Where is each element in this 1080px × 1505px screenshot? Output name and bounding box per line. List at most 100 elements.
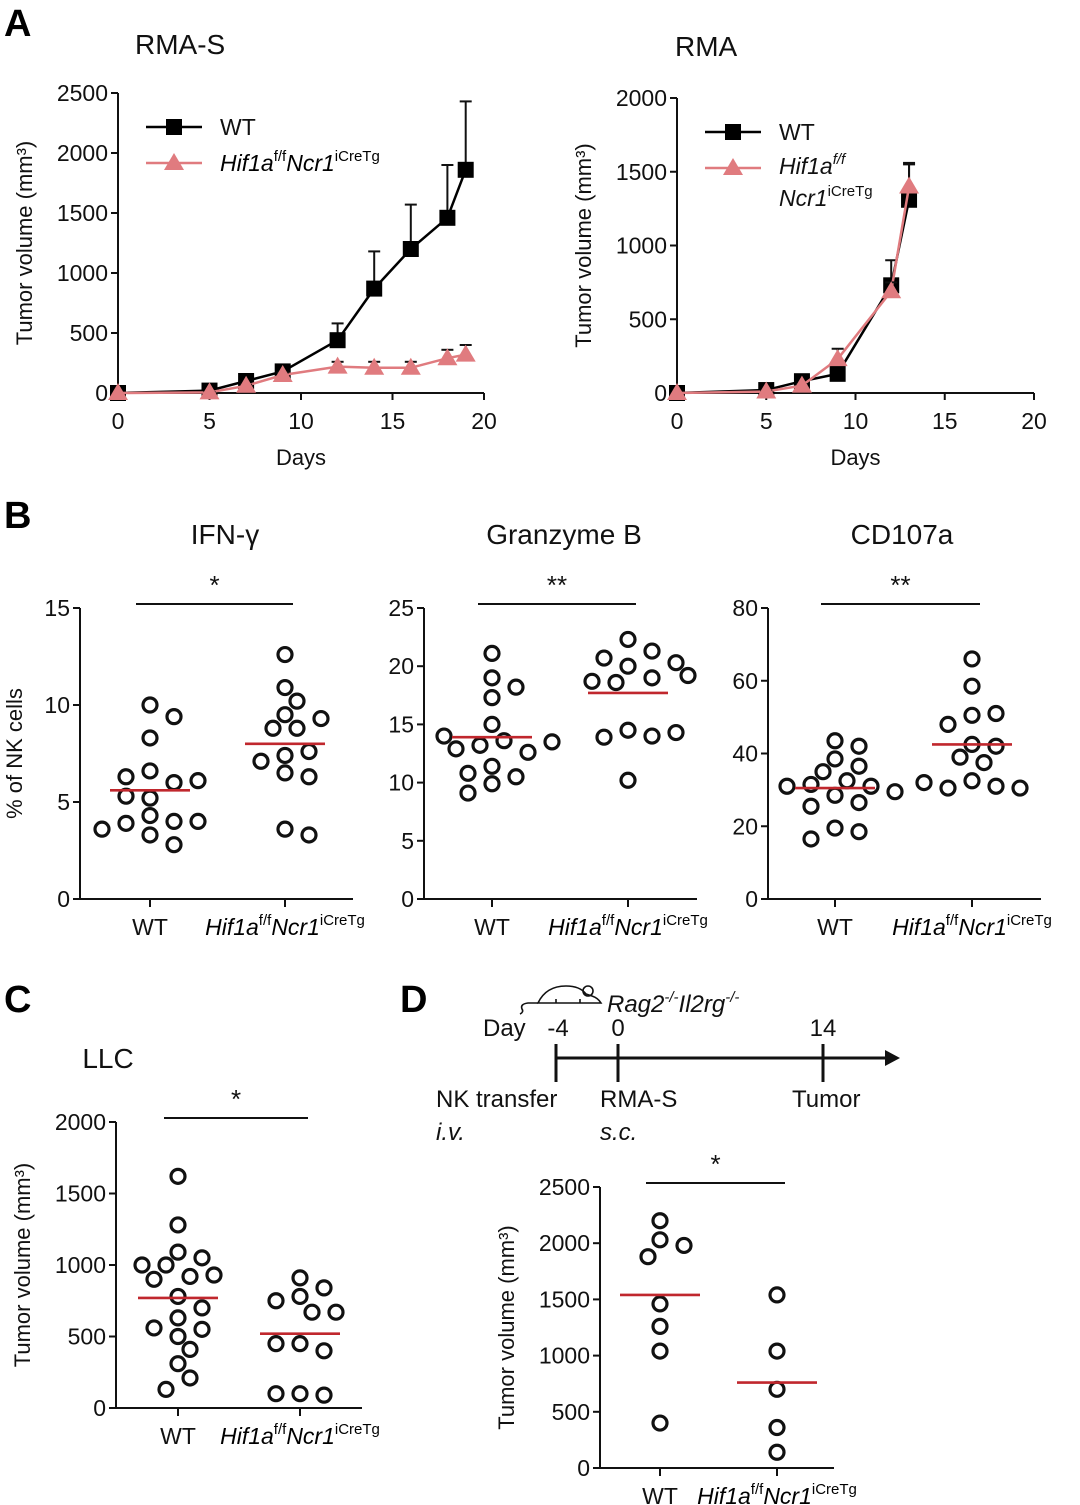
- y-tick-label: 15: [44, 595, 70, 621]
- x-tick-label-wt: WT: [474, 914, 510, 940]
- data-point: [675, 1236, 693, 1255]
- data-point: [483, 757, 501, 775]
- data-point: [141, 762, 159, 780]
- data-point-square: [439, 209, 456, 226]
- chart-b-granzymeb: Granzyme B 0 5 10 15 20 25 WT Hif1af/fNcr1iCreTg…: [388, 519, 707, 940]
- data-point: [205, 1266, 223, 1284]
- panel-letter-c: C: [4, 979, 31, 1021]
- genotype-label-part: Hif1a: [892, 914, 946, 940]
- data-point: [595, 728, 613, 746]
- data-point: [315, 1386, 333, 1404]
- timeline-day-value: 14: [810, 1015, 837, 1042]
- genotype-label-part: iCreTg: [335, 1421, 380, 1438]
- group-wt: [133, 1167, 223, 1399]
- data-point: [802, 830, 820, 848]
- y-tick-label: 1000: [57, 260, 108, 286]
- timeline-arrowhead-icon: [885, 1050, 900, 1066]
- genotype-label-part: Hif1a: [220, 150, 274, 176]
- y-tick-label: 20: [388, 653, 414, 679]
- y-tick-label: 2000: [616, 85, 667, 111]
- data-point: [459, 764, 477, 782]
- data-point: [619, 721, 637, 739]
- x-tick-label: 5: [760, 408, 773, 434]
- x-tick-label-ko: Hif1af/fNcr1iCreTg: [548, 912, 708, 940]
- data-point: [312, 709, 330, 728]
- legend-marker-triangle: [164, 153, 184, 170]
- data-point: [826, 819, 844, 837]
- data-point: [315, 1342, 333, 1360]
- y-axis-label: Tumor volume (mm³): [10, 1163, 35, 1368]
- series-line: [676, 199, 911, 395]
- y-tick-label: 1500: [55, 1181, 106, 1207]
- y-axis-label: Tumor volume (mm³): [494, 1225, 519, 1430]
- data-point: [987, 777, 1005, 795]
- data-point: [459, 784, 477, 802]
- series-ko: [108, 344, 476, 400]
- data-point: [252, 752, 270, 770]
- data-point: [838, 772, 856, 790]
- chart-b-ifng: IFN-γ 0 5 10 15 % of NK cells WT Hif1af/fNcr1iC…: [2, 519, 365, 940]
- data-point: [181, 1369, 199, 1387]
- y-tick-label: 60: [732, 668, 758, 694]
- y-tick-label: 0: [93, 1395, 106, 1421]
- x-tick-label: 10: [288, 408, 314, 434]
- data-point: [850, 794, 868, 812]
- data-point: [300, 768, 318, 786]
- y-axis-label: Tumor volume (mm³): [571, 143, 596, 348]
- data-point-triangle: [108, 383, 128, 400]
- chart-title: Granzyme B: [486, 519, 642, 550]
- data-point: [619, 657, 637, 675]
- data-point: [181, 1267, 199, 1286]
- data-point: [141, 806, 159, 825]
- data-point: [768, 1418, 786, 1437]
- data-point: [643, 669, 661, 687]
- data-point: [189, 812, 207, 831]
- data-point-square: [901, 191, 918, 208]
- genotype-label-part: iCreTg: [663, 912, 708, 929]
- data-point: [276, 645, 294, 664]
- y-tick-label: 2000: [539, 1230, 590, 1256]
- data-point: [483, 644, 501, 662]
- y-axis-label: Tumor volume (mm³): [12, 141, 37, 346]
- y-tick-label: 10: [388, 770, 414, 796]
- data-point: [447, 740, 465, 758]
- genotype-label-part: Ncr1: [763, 1483, 812, 1505]
- genotype-label-part: f/f: [274, 148, 287, 165]
- data-point: [963, 772, 981, 790]
- data-point: [987, 737, 1005, 755]
- data-point: [157, 1380, 175, 1399]
- y-tick-label: 10: [44, 692, 70, 718]
- data-point: [619, 771, 637, 789]
- mouse-strain-label: Rag2-/-Il2rg-/-: [607, 989, 739, 1018]
- data-point: [141, 696, 159, 714]
- data-point: [483, 669, 501, 687]
- significance-marker: *: [231, 1084, 241, 1114]
- data-point: [768, 1380, 786, 1398]
- data-point: [583, 672, 601, 690]
- data-point: [951, 748, 969, 766]
- x-tick-label: 20: [471, 408, 497, 434]
- chart-b-cd107a: CD107a 0 20 40 60 80 WT Hif1af/fNcr1iCreTg **: [732, 519, 1051, 940]
- data-point: [963, 650, 981, 668]
- y-tick-label: 0: [654, 380, 667, 406]
- data-point: [607, 673, 625, 692]
- series-ko: [667, 163, 920, 400]
- data-point-triangle: [791, 375, 812, 393]
- data-point: [141, 729, 159, 747]
- genotype-label-part: f/f: [259, 912, 272, 929]
- group-ko: [737, 1286, 817, 1461]
- data-point: [276, 820, 294, 838]
- data-point: [519, 743, 537, 761]
- y-tick-label: 1000: [539, 1343, 590, 1369]
- legend-label-ko-line2: Ncr1iCreTg: [779, 183, 873, 211]
- data-point: [651, 1212, 669, 1230]
- genotype-label-part: f/f: [751, 1481, 764, 1498]
- series-line: [676, 186, 911, 395]
- genotype-label-part: f/f: [602, 912, 615, 929]
- genotype-label-part: Ncr1: [958, 914, 1007, 940]
- data-point-triangle: [327, 356, 348, 374]
- group-wt: [93, 696, 207, 854]
- y-tick-label: 500: [629, 306, 667, 332]
